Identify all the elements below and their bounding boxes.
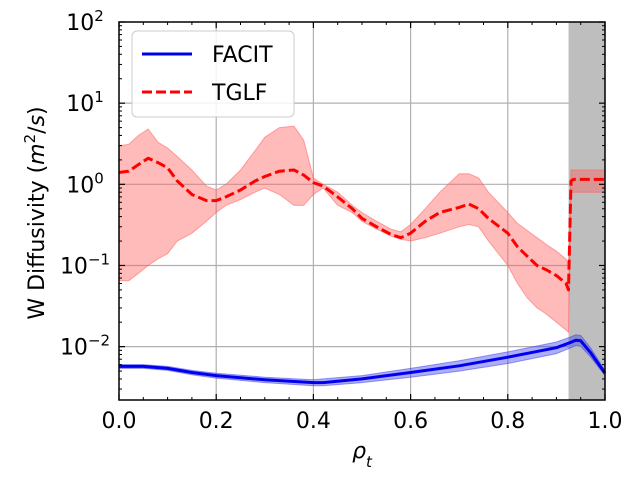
y-tick-label: 10−1: [60, 250, 110, 279]
x-tick-label: 0.4: [296, 409, 331, 434]
facit-series-line: [119, 338, 607, 385]
y-tick-label: 10−2: [60, 332, 110, 361]
y-tick-label: 101: [66, 88, 104, 117]
axes: 0.0 0.2 0.4 0.6 0.8 1.0 10−2 10−1 100 101 102: [60, 7, 623, 434]
x-tick-label: 0.8: [490, 409, 525, 434]
shaded-region: [568, 22, 605, 400]
y-tick-label: 100: [66, 169, 104, 198]
tglf-series-line: [118, 156, 605, 292]
legend-label-tglf: TGLF: [211, 81, 267, 106]
x-tick-label: 1.0: [588, 409, 623, 434]
x-tick-label: 0.6: [393, 409, 428, 434]
plot-area: [118, 22, 607, 400]
x-axis-label: ρt: [352, 439, 373, 471]
y-tick-label: 102: [66, 7, 104, 36]
x-tick-label: 0.0: [102, 409, 137, 434]
legend-label-facit: FACIT: [212, 43, 273, 68]
legend: FACIT TGLF: [131, 30, 295, 118]
x-tick-label: 0.2: [199, 409, 234, 434]
